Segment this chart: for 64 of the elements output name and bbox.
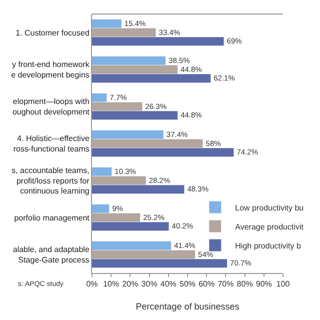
text: 9% [112, 204, 124, 213]
text: 74.2% [236, 148, 258, 157]
x-tick-label: 70% [218, 280, 234, 289]
bar [92, 259, 228, 268]
x-tick-label: 50% [179, 280, 196, 289]
text: 38.5% [168, 56, 190, 65]
bar [92, 74, 211, 83]
text: 70.7% [230, 258, 252, 268]
legend-label: Average productivit [235, 222, 304, 232]
y-tick-label: elopment—loops with oughout development [12, 97, 90, 116]
x-tick-label: 100 [276, 280, 290, 289]
y-tick-label: alable, and adaptable Stage-Gate process [12, 245, 90, 264]
bar [92, 102, 142, 111]
text: 37.4% [166, 130, 188, 139]
x-tick-label: 10% [103, 280, 120, 289]
text: 25.2% [143, 212, 164, 222]
text: 40.2% [172, 222, 194, 231]
bar [92, 28, 156, 37]
x-tick-label: 80% [236, 280, 253, 289]
text: 28.2% [148, 176, 170, 185]
x-tick-label: 30% [141, 280, 158, 289]
bar [92, 111, 178, 120]
text: 48.3% [187, 184, 209, 194]
y-tick-label: 1. Customer focused [16, 28, 90, 38]
text: 7.7% [110, 92, 127, 102]
y-tick-label: porfolio management [14, 213, 90, 222]
bar [92, 204, 110, 213]
legend-label: Low productivity bu [235, 203, 304, 212]
text: 26.3% [145, 102, 167, 111]
text: 69% [226, 36, 242, 46]
y-tick-label: s, accountable teams, profit/loss reports for continuous learning [12, 166, 90, 196]
bar [92, 241, 172, 250]
bar [92, 139, 203, 148]
bar [92, 148, 234, 157]
legend-label: High productivity b [235, 241, 302, 250]
bar [92, 56, 166, 65]
bar [92, 130, 164, 139]
x-tick-label: 0% [86, 280, 98, 289]
x-tick-label: 40% [160, 280, 176, 289]
text: 58% [206, 138, 221, 148]
x-axis-title: Percentage of businesses [136, 301, 240, 312]
bar [92, 93, 107, 102]
text: 33.4% [158, 28, 180, 37]
bar [92, 213, 140, 222]
x-tick-label: 90% [256, 280, 272, 289]
bar [92, 167, 112, 176]
text: 10.3% [114, 166, 136, 176]
text: 54% [198, 250, 214, 259]
y-tick-label: y front-end homework e development begins [11, 60, 90, 80]
text: 44.8% [180, 64, 202, 74]
bar [92, 19, 122, 28]
text: 41.4% [174, 240, 196, 250]
x-tick-label: 20% [122, 280, 138, 289]
y-tick-label: 4. Holistic—effective ross-functional teams [13, 134, 90, 154]
bar [92, 65, 178, 74]
bar [92, 176, 146, 185]
text: 62.1% [214, 74, 235, 83]
text: 15.4% [124, 18, 146, 28]
bar [92, 222, 169, 231]
bar [92, 185, 184, 194]
bar [92, 250, 196, 259]
x-tick-label: 60% [198, 280, 215, 289]
bar [92, 37, 224, 46]
text: 44.8% [180, 110, 202, 120]
